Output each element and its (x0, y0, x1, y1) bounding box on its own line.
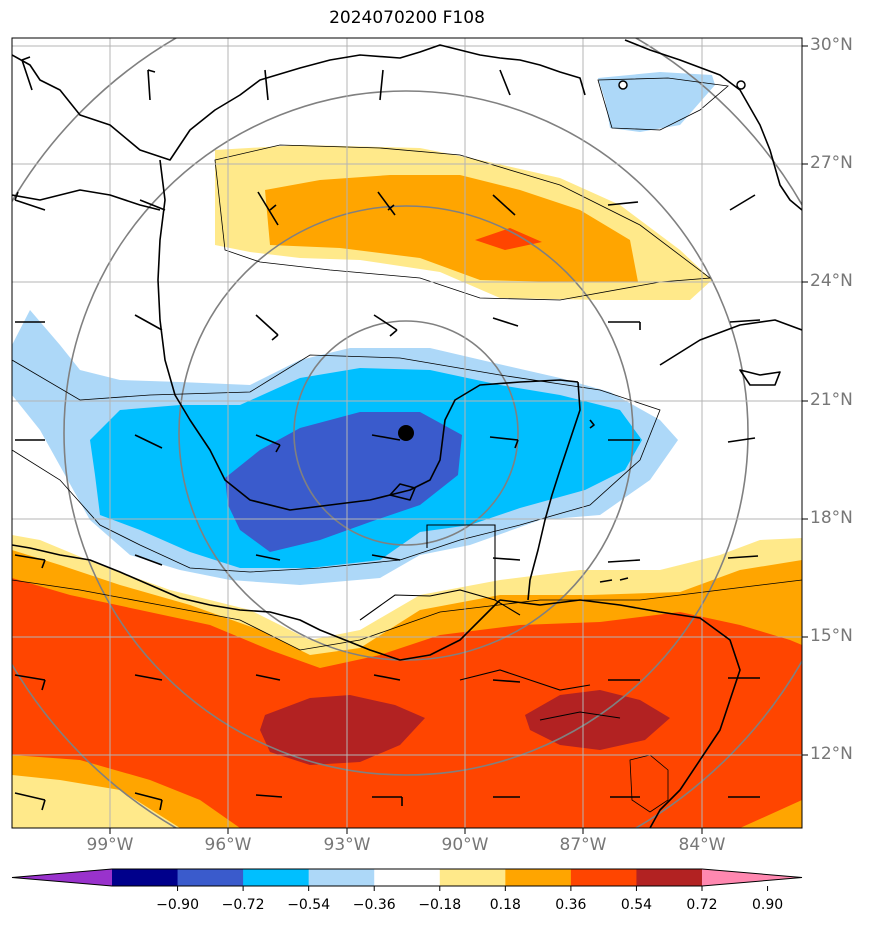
colorbar-segment (636, 869, 703, 886)
colorbar-tick-label: 0.72 (686, 897, 718, 913)
colorbar-tick-label: −0.36 (352, 897, 396, 913)
fill-firebrick-2 (525, 690, 670, 750)
fill-firebrick-1 (260, 695, 425, 765)
station-marker-2 (736, 80, 746, 90)
colorbar-tick-label: 0.18 (489, 897, 521, 913)
colorbar-outline (11, 868, 803, 887)
range-rings (12, 38, 802, 828)
lon-label-90w: 90°W (441, 835, 489, 855)
country-borders (359, 524, 621, 721)
colorbar-segment (570, 869, 637, 886)
colorbar-segment (308, 869, 375, 886)
map-title: 2024070200 F108 (329, 8, 485, 28)
colorbar-tick-label: −0.18 (418, 897, 462, 913)
colorbar-tick-label: −0.90 (156, 897, 199, 913)
colorbar-tick-label: 0.90 (751, 897, 784, 913)
lon-label-99w: 99°W (86, 835, 134, 855)
colorbar-tick-label: 0.54 (620, 897, 653, 913)
colorbar-segment (374, 869, 441, 886)
lon-label-93w: 93°W (323, 835, 371, 855)
colorbar-segment (439, 869, 506, 886)
fill-orange-red-north (475, 228, 542, 250)
station-marker-1 (618, 80, 628, 90)
lon-label-87w: 87°W (559, 835, 607, 855)
colorbar-tick-label: −0.72 (221, 897, 265, 913)
lat-label-24n: 24°N (810, 271, 853, 291)
lon-label-96w: 96°W (204, 835, 252, 855)
fill-orange-north (265, 175, 638, 282)
wind-barbs (14, 56, 761, 811)
fill-orange-red-south (12, 578, 802, 828)
axis-ticks (109, 45, 808, 834)
graticule (12, 38, 802, 828)
colorbar-segment (505, 869, 572, 886)
colorbar-extend-high (702, 869, 802, 886)
storm-center-marker (398, 425, 414, 441)
lat-label-27n: 27°N (810, 153, 853, 173)
lat-label-21n: 21°N (810, 390, 853, 410)
lat-label-18n: 18°N (810, 508, 853, 528)
coastlines (12, 39, 802, 828)
colorbar-tick-label: 0.36 (555, 897, 587, 913)
colorbar-segment (243, 869, 310, 886)
fill-royal-blue (225, 412, 462, 552)
colorbar-segment (177, 869, 244, 886)
colorbar-segment (112, 869, 179, 886)
colorbar (11, 868, 803, 891)
lon-label-84w: 84°W (678, 835, 726, 855)
lat-label-15n: 15°N (810, 626, 853, 646)
lat-label-30n: 30°N (810, 35, 853, 55)
lat-label-12n: 12°N (810, 744, 853, 764)
colorbar-extend-low (12, 869, 112, 886)
colorbar-tick-label: −0.54 (287, 897, 331, 913)
map-border (11, 37, 803, 829)
